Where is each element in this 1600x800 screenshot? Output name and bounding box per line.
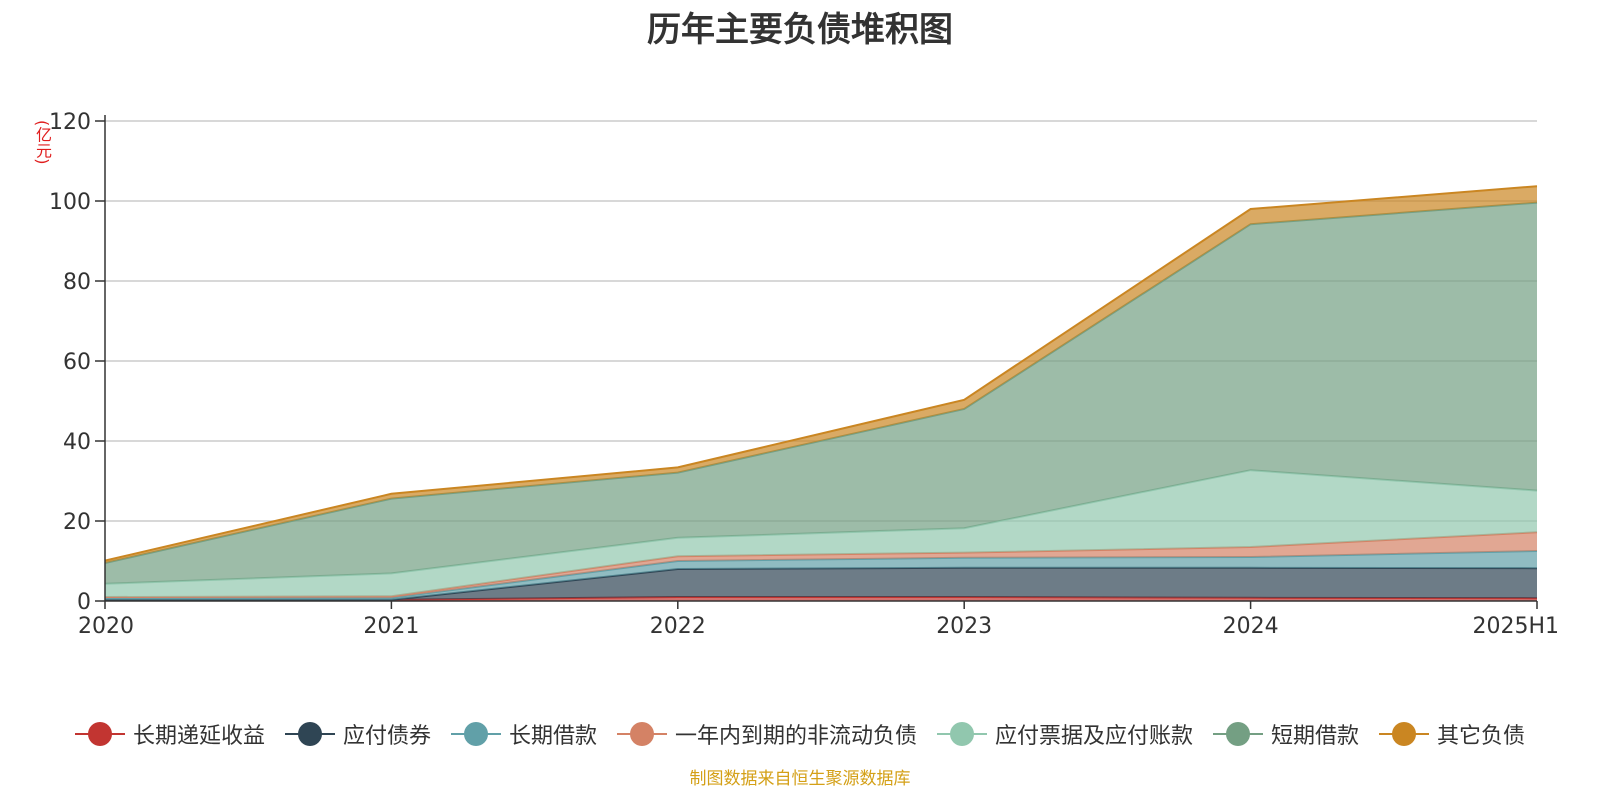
legend-label: 其它负债 (1437, 724, 1526, 749)
legend-item[interactable]: 长期借款 (450, 718, 597, 750)
legend-marker-icon (937, 722, 987, 746)
y-tick-label: 120 (49, 110, 91, 135)
chart-title: 历年主要负债堆积图 (647, 10, 953, 50)
legend-item[interactable]: 长期递延收益 (74, 718, 265, 750)
area-series (105, 202, 1537, 584)
x-tick-label: 2021 (363, 614, 419, 639)
y-tick-label: 100 (49, 190, 91, 215)
axes: 0 20 40 60 80 100 120 2020 2021 2022 2023 2024 2025H… (49, 110, 1559, 639)
legend-marker-icon (74, 722, 125, 746)
series-line (104, 185, 1538, 562)
y-tick-label: 0 (77, 590, 91, 615)
legend-item[interactable]: 其它负债 (1379, 718, 1525, 750)
legend-marker-icon (450, 722, 501, 746)
legend-item[interactable]: 应付债券 (284, 718, 431, 750)
x-tick-label: 2022 (650, 614, 706, 639)
legend-label: 长期借款 (508, 724, 597, 749)
x-tick-label: 2023 (936, 614, 992, 639)
data-source-note: 制图数据来自恒生聚源数据库 (689, 769, 911, 789)
legend-item[interactable]: 短期借款 (1213, 718, 1359, 750)
x-tick-label: 2024 (1223, 614, 1279, 639)
stacked-area-chart: 0 20 40 60 80 100 120 2020 2021 2022 2023 2024 2025H… (49, 110, 1559, 639)
x-tick-label: 2025H1 (1472, 614, 1559, 639)
y-tick-label: 40 (63, 430, 91, 455)
legend: 长期递延收益 应付债券 长期借款 一年内到期的非流动负债 应付票据及应付账款 短期借款 其它… (0, 718, 1600, 750)
y-axis-unit-label: (亿元) (33, 120, 52, 165)
legend-label: 短期借款 (1271, 724, 1360, 749)
legend-item[interactable]: 应付票据及应付账款 (937, 718, 1193, 750)
legend-label: 长期递延收益 (132, 724, 265, 749)
x-tick-label: 2020 (78, 614, 134, 639)
y-tick-label: 20 (63, 510, 91, 535)
area-series (105, 567, 1537, 600)
area-series-group (104, 185, 1538, 601)
legend-marker-icon (1379, 722, 1430, 746)
y-tick-label: 80 (63, 270, 91, 295)
y-tick-label: 60 (63, 350, 91, 375)
area-series (105, 551, 1537, 600)
legend-label: 应付债券 (342, 724, 431, 749)
legend-marker-icon (284, 722, 335, 746)
legend-item[interactable]: 一年内到期的非流动负债 (616, 718, 917, 750)
legend-label: 一年内到期的非流动负债 (674, 724, 917, 749)
legend-marker-icon (1213, 722, 1264, 746)
legend-label: 应付票据及应付账款 (995, 724, 1194, 749)
legend-marker-icon (616, 722, 667, 746)
